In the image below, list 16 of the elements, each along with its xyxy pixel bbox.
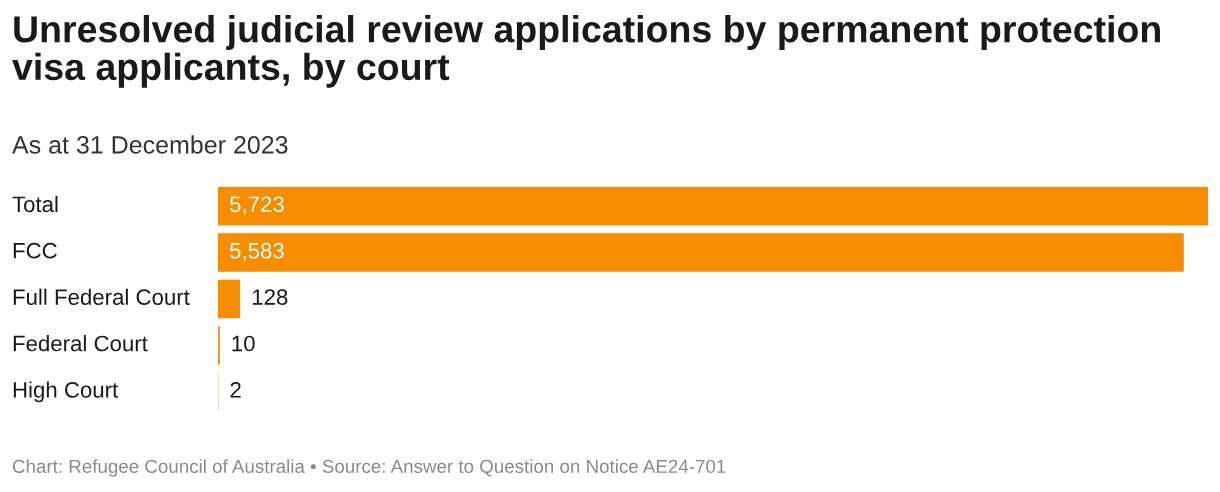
- data-label: 2: [230, 382, 241, 398]
- bar: [218, 233, 1184, 272]
- data-label: 10: [232, 335, 255, 352]
- bar: [218, 186, 1208, 226]
- y-tick-label: Full Federal Court: [13, 288, 190, 305]
- chart-subtitle: As at 31 December 2023: [12, 135, 288, 154]
- bar: [218, 279, 241, 319]
- chart-title: Unresolved judicial review applications by permanent protection visa applicants, by court: [12, 15, 1160, 88]
- text: Chart: Refugee Council of Australia • Source: Answer to Question on Notice AE24-701: [12, 459, 726, 477]
- y-tick-label: FCC: [13, 242, 57, 259]
- y-tick-label: Total: [12, 195, 58, 213]
- y-tick-label: High Court: [13, 381, 119, 403]
- data-label: 5,723: [230, 196, 284, 215]
- data-label: 128: [252, 289, 288, 305]
- data-label: 5,583: [230, 242, 284, 262]
- y-tick-label: Federal Court: [13, 335, 148, 352]
